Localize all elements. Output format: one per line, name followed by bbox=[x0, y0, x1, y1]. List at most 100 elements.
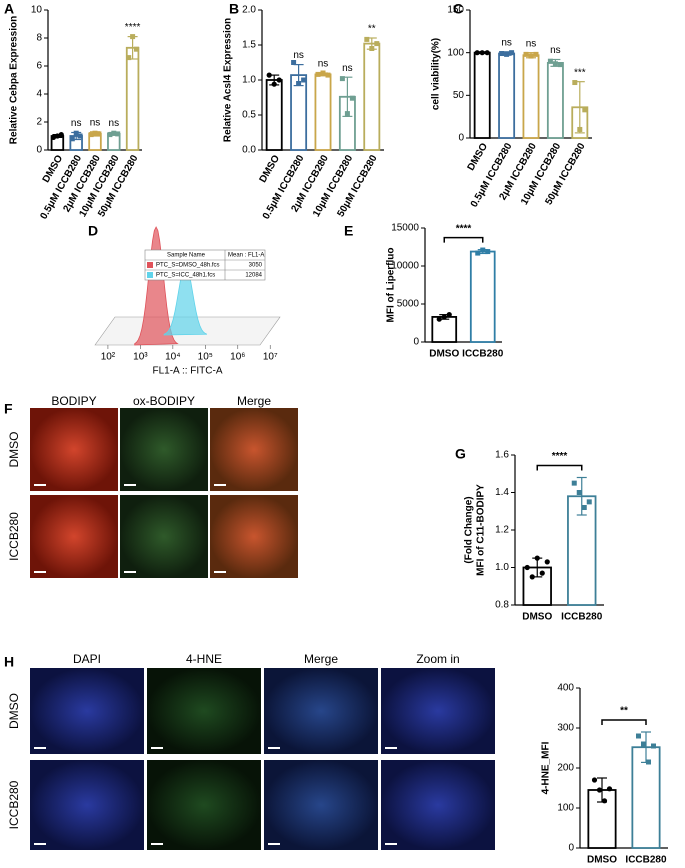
significance-label: ns bbox=[109, 118, 120, 129]
micrograph bbox=[120, 408, 208, 491]
data-point bbox=[69, 136, 75, 142]
y-tick-label: 200 bbox=[557, 763, 574, 774]
panel-label: G bbox=[455, 446, 466, 462]
y-tick-label: 0 bbox=[568, 843, 574, 854]
bar bbox=[522, 54, 540, 139]
data-point bbox=[586, 499, 592, 505]
data-point bbox=[96, 131, 102, 137]
data-point bbox=[606, 786, 613, 792]
x-tick-label: 10⁴ bbox=[165, 352, 180, 363]
data-point bbox=[547, 58, 553, 64]
y-tick-label: 400 bbox=[557, 683, 574, 694]
column-label: Merge bbox=[237, 394, 271, 408]
micrograph bbox=[120, 495, 208, 578]
data-point bbox=[571, 480, 577, 486]
bar bbox=[473, 51, 491, 139]
data-point bbox=[641, 741, 646, 747]
data-point bbox=[133, 46, 139, 52]
data-point bbox=[475, 250, 481, 256]
data-point bbox=[572, 80, 578, 86]
column-label: 4-HNE bbox=[186, 652, 222, 666]
data-point bbox=[446, 312, 452, 318]
data-point bbox=[441, 314, 447, 320]
data-point bbox=[552, 61, 558, 67]
data-point bbox=[266, 72, 272, 78]
data-point bbox=[533, 51, 539, 57]
bar bbox=[431, 316, 458, 343]
bar bbox=[314, 73, 332, 151]
panel-label: A bbox=[4, 1, 14, 17]
y-tick-label: 50 bbox=[453, 90, 465, 101]
micrograph bbox=[264, 668, 378, 754]
data-point bbox=[523, 51, 529, 57]
column-label: DAPI bbox=[73, 652, 101, 666]
data-point bbox=[301, 77, 307, 83]
y-tick-label: 5000 bbox=[397, 299, 420, 310]
bar bbox=[469, 250, 496, 343]
y-tick-label: 8 bbox=[36, 33, 42, 44]
y-axis-label: (Fold Change) bbox=[464, 496, 475, 563]
micrograph bbox=[381, 760, 495, 850]
data-point bbox=[509, 50, 515, 56]
y-axis-label: MFI of Liperfluo bbox=[386, 248, 397, 323]
data-point bbox=[126, 55, 132, 61]
y-tick-label: 300 bbox=[557, 723, 574, 734]
bar bbox=[125, 46, 140, 151]
micrograph bbox=[147, 760, 261, 850]
x-tick-label: 10³ bbox=[133, 352, 148, 363]
y-tick-label: 15000 bbox=[391, 223, 419, 234]
data-point bbox=[92, 130, 98, 136]
table-header: Mean : FL1-A bbox=[228, 253, 264, 259]
data-point bbox=[646, 759, 651, 765]
micrograph bbox=[30, 408, 118, 491]
significance-label: **** bbox=[552, 451, 568, 462]
legend-swatch bbox=[147, 272, 153, 278]
y-tick-label: 1.6 bbox=[495, 450, 509, 461]
data-point bbox=[534, 555, 540, 561]
legend-label: PTC_S=DMSO_48h.fcs bbox=[156, 263, 220, 269]
legend-swatch bbox=[147, 262, 153, 268]
data-point bbox=[576, 490, 582, 495]
panel-label: F bbox=[4, 401, 13, 417]
data-point bbox=[271, 81, 277, 87]
y-tick-label: 1.0 bbox=[495, 562, 509, 573]
data-point bbox=[364, 36, 370, 42]
data-point bbox=[107, 132, 113, 138]
data-point bbox=[582, 107, 588, 113]
data-point bbox=[276, 77, 282, 83]
data-point bbox=[296, 81, 302, 86]
y-axis-label: cell viability(%) bbox=[431, 38, 442, 110]
data-point bbox=[539, 570, 545, 576]
significance-label: **** bbox=[125, 22, 141, 33]
significance-bracket bbox=[601, 719, 647, 725]
significance-label: ns bbox=[550, 45, 561, 56]
data-point bbox=[339, 76, 345, 82]
x-tick-label: 10⁷ bbox=[263, 352, 278, 363]
micrograph bbox=[30, 495, 118, 578]
data-point bbox=[651, 743, 656, 749]
data-point bbox=[349, 95, 355, 101]
y-axis-label: 4-HNE_MFI bbox=[541, 741, 552, 794]
panel-label: D bbox=[88, 223, 98, 239]
significance-label: ns bbox=[90, 117, 101, 128]
micrograph bbox=[210, 408, 298, 491]
data-point bbox=[529, 574, 535, 580]
x-tick-label: DMSO bbox=[466, 141, 491, 173]
y-tick-label: 4 bbox=[36, 89, 42, 100]
x-tick-label: ICCB280 bbox=[625, 855, 667, 866]
row-label: DMSO bbox=[7, 432, 21, 468]
data-point bbox=[636, 733, 641, 739]
significance-bracket bbox=[536, 464, 583, 471]
y-tick-label: 2.0 bbox=[242, 5, 256, 16]
significance-label: ** bbox=[620, 706, 628, 717]
column-label: ox-BODIPY bbox=[133, 394, 195, 408]
micrograph bbox=[264, 760, 378, 850]
row-label: DMSO bbox=[7, 693, 21, 729]
significance-label: ns bbox=[501, 37, 512, 48]
data-point bbox=[484, 50, 490, 56]
panel-label: C bbox=[453, 1, 463, 17]
data-point bbox=[115, 131, 121, 137]
x-tick-label: DMSO bbox=[587, 855, 617, 866]
significance-label: **** bbox=[456, 223, 472, 234]
data-point bbox=[344, 111, 350, 117]
